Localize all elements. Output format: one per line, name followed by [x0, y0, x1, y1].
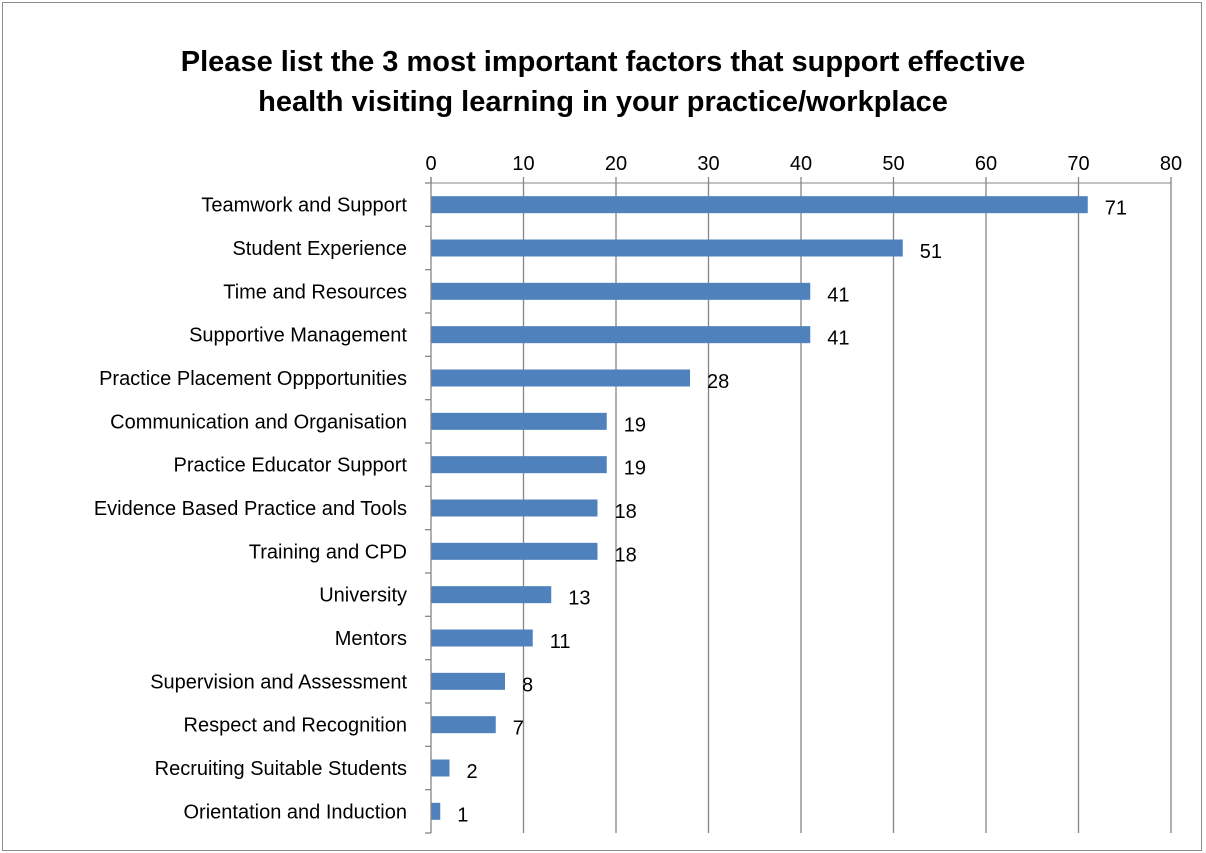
category-label-3: Time and Resources	[223, 281, 407, 303]
bar-9	[431, 542, 598, 560]
bar-5	[431, 369, 690, 387]
data-label-5: 28	[707, 371, 729, 393]
bar-6	[431, 412, 607, 430]
chart-title-line-1: Please list the 3 most important factors…	[180, 46, 1026, 78]
bar-15	[431, 802, 441, 820]
data-label-1: 71	[1105, 198, 1127, 220]
bar-10	[431, 586, 552, 604]
category-labels: Teamwork and Support Student Experience Ti…	[94, 195, 408, 824]
x-tick-label-30: 30	[697, 153, 719, 175]
data-label-10: 13	[568, 588, 590, 610]
category-label-2: Student Experience	[232, 238, 407, 260]
x-axis-ticks: 0 10 20 30 40 50 60 70 80	[425, 153, 1182, 183]
bar-8	[431, 499, 598, 517]
data-label-6: 19	[624, 414, 646, 436]
x-tick-label-80: 80	[1160, 153, 1182, 175]
bar-2	[431, 239, 903, 257]
bar-4	[431, 326, 811, 344]
data-label-15: 1	[457, 804, 468, 826]
category-label-7: Practice Educator Support	[174, 455, 408, 477]
category-label-14: Recruiting Suitable Students	[155, 758, 407, 780]
data-label-14: 2	[467, 761, 478, 783]
data-label-3: 41	[827, 284, 849, 306]
data-label-8: 18	[615, 501, 637, 523]
bar-1	[431, 196, 1088, 214]
category-label-4: Supportive Management	[189, 325, 407, 347]
data-label-12: 8	[522, 674, 533, 696]
x-tick-label-60: 60	[975, 153, 997, 175]
x-tick-label-50: 50	[882, 153, 904, 175]
bar-3	[431, 282, 811, 300]
data-label-7: 19	[624, 458, 646, 480]
category-label-5: Practice Placement Oppportunities	[99, 368, 407, 390]
bar-13	[431, 716, 496, 734]
data-label-2: 51	[920, 241, 942, 263]
data-label-11: 11	[550, 631, 571, 653]
bar-14	[431, 759, 450, 777]
category-label-6: Communication and Organisation	[110, 411, 407, 433]
x-tick-label-20: 20	[605, 153, 627, 175]
data-labels: 71 51 41 41 28 19 19 18 18 13 11 8 7 2 1	[457, 198, 1127, 827]
category-label-8: Evidence Based Practice and Tools	[94, 498, 407, 520]
chart-title: Please list the 3 most important factors…	[0, 42, 1206, 122]
x-tick-label-10: 10	[512, 153, 534, 175]
x-tick-label-40: 40	[790, 153, 812, 175]
category-label-13: Respect and Recognition	[184, 715, 407, 737]
category-axis	[425, 177, 1171, 834]
bar-7	[431, 456, 607, 474]
bars	[431, 196, 1088, 820]
x-tick-label-0: 0	[425, 153, 436, 175]
data-label-4: 41	[827, 328, 849, 350]
data-label-13: 7	[513, 718, 524, 740]
category-label-12: Supervision and Assessment	[150, 671, 407, 693]
x-tick-label-70: 70	[1067, 153, 1089, 175]
category-label-10: University	[319, 585, 407, 607]
data-label-9: 18	[615, 544, 637, 566]
bar-12	[431, 672, 505, 690]
chart-title-line-2: health visiting learning in your practic…	[258, 86, 948, 118]
category-label-9: Training and CPD	[249, 541, 407, 563]
category-label-15: Orientation and Induction	[184, 801, 408, 823]
category-label-1: Teamwork and Support	[201, 195, 407, 217]
category-label-11: Mentors	[335, 628, 407, 650]
bar-11	[431, 629, 533, 647]
